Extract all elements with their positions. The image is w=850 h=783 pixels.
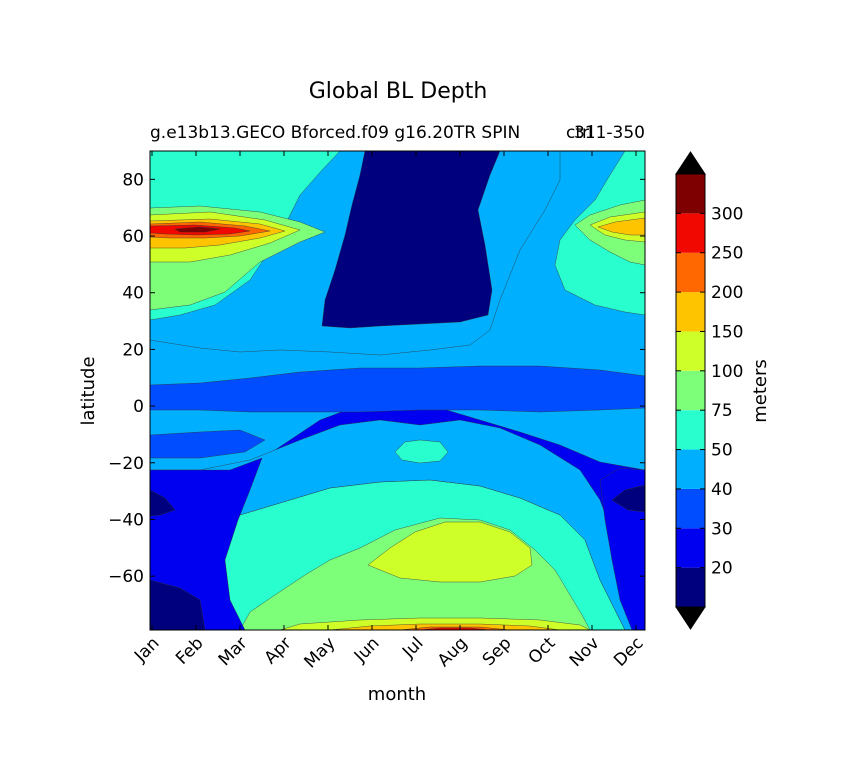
contour-level-2 (150, 429, 266, 459)
colorbar-tick-label: 40 (711, 480, 733, 500)
colorbar-tick-label: 200 (711, 283, 743, 303)
y-tick-label: 0 (133, 397, 144, 417)
chart-subtitle-right: 311-350 (574, 123, 645, 143)
x-tick-label: Oct (525, 633, 560, 668)
y-tick-label: 20 (122, 340, 144, 360)
contour-level-0 (611, 484, 645, 513)
y-axis-label: latitude (78, 356, 99, 425)
contour-level-0 (150, 489, 176, 517)
x-tick-label: Apr (261, 633, 296, 668)
chart-title: Global BL Depth (309, 79, 488, 104)
colorbar-extend-max (675, 151, 706, 175)
x-tick-label: Jul (398, 633, 427, 662)
chart-subtitle-left: g.e13b13.GECO Bforced.f09 g16.20TR SPIN (150, 123, 520, 143)
colorbar-tick-label: 20 (711, 559, 733, 579)
chart-subtitle-overlap: ctrl (566, 123, 594, 143)
colorbar-tick-label: 250 (711, 244, 743, 264)
contour-level-1 (150, 457, 263, 630)
x-tick-label: Jan (130, 633, 163, 666)
colorbar-tick-label: 100 (711, 362, 743, 382)
colorbar-tick-label: 150 (711, 322, 743, 342)
y-tick-label: −20 (108, 454, 144, 474)
colorbar-segment (676, 449, 705, 489)
colorbar-segment (676, 370, 705, 411)
y-tick-label: 40 (122, 284, 144, 304)
colorbar-segment (676, 252, 705, 293)
x-tick-label: Feb (172, 633, 207, 668)
colorbar-tick-label: 75 (711, 401, 733, 421)
x-tick-label: Jun (350, 633, 384, 667)
x-tick-label: May (301, 633, 340, 672)
x-tick-label: Mar (215, 633, 252, 670)
x-tick-label: Dec (610, 633, 647, 670)
colorbar-segment (676, 567, 705, 607)
contour-level-0 (321, 151, 501, 329)
y-tick-label: −40 (108, 510, 144, 530)
colorbar-segment (676, 528, 705, 568)
colorbar-segment (676, 213, 705, 253)
colorbar-segment (676, 331, 705, 371)
x-tick-label: Sep (479, 633, 516, 670)
contour-level-4 (394, 439, 449, 464)
y-axis: 80 60 40 20 0 −20 −40 −60 (108, 170, 645, 587)
contour-level-6 (367, 521, 533, 583)
x-tick-label: Nov (566, 633, 604, 671)
x-axis-label: month (368, 684, 426, 705)
colorbar-tick-label: 30 (711, 519, 733, 539)
colorbar-tick-label: 300 (711, 204, 743, 224)
contour-level-2 (150, 365, 645, 413)
colorbar: 20 30 40 50 75 100 150 200 250 300 (675, 151, 743, 630)
colorbar-segment (676, 488, 705, 529)
y-tick-label: 80 (122, 170, 144, 190)
colorbar-segment (676, 292, 705, 332)
colorbar-tick-label: 50 (711, 441, 733, 461)
contour-level-0 (150, 579, 206, 630)
y-tick-label: −60 (108, 567, 144, 587)
contour-field (150, 151, 645, 630)
colorbar-segment (676, 174, 705, 214)
plot-frame (149, 150, 646, 631)
contour-level-10 (174, 226, 221, 233)
x-tick-label: Aug (434, 633, 472, 671)
colorbar-frame (675, 173, 706, 608)
colorbar-label: meters (750, 359, 771, 423)
contour-level-7 (597, 217, 645, 236)
colorbar-extend-min (675, 606, 706, 630)
colorbar-segment (676, 410, 705, 450)
y-tick-label: 60 (122, 227, 144, 247)
